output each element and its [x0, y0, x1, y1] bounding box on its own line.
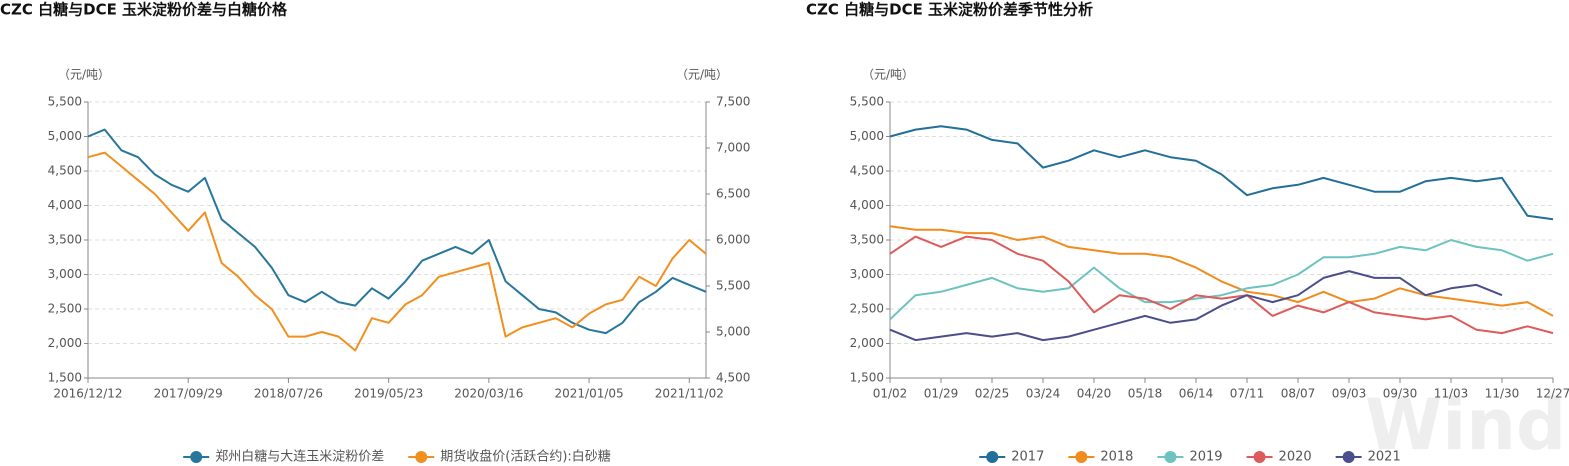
y-tick-label: 5,000 [48, 129, 82, 143]
legend-label: 郑州白糖与大连玉米淀粉价差 [215, 449, 384, 465]
legend-marker [190, 451, 203, 463]
series-line [889, 239, 1554, 321]
legend-marker [1342, 451, 1355, 463]
x-tick-label: 09/30 [1383, 387, 1418, 401]
x-tick-label: 01/29 [924, 387, 959, 401]
y-tick-label: 3,500 [48, 233, 82, 247]
y2-tick-label: 6,500 [716, 187, 750, 201]
x-tick-label: 2021/11/02 [655, 387, 724, 401]
series-line [889, 125, 1554, 221]
x-tick-label: 12/27 [1536, 387, 1569, 401]
x-tick-label: 04/20 [1077, 387, 1112, 401]
x-tick-label: 2021/01/05 [554, 387, 623, 401]
y2-tick-label: 6,000 [716, 233, 750, 247]
y-tick-label: 2,500 [48, 302, 82, 316]
y2-tick-label: 4,500 [716, 371, 750, 385]
legend-label: 2020 [1279, 450, 1312, 465]
y-tick-label: 4,000 [48, 198, 82, 212]
y-tick-label: 2,000 [48, 336, 82, 350]
x-tick-label: 2018/07/26 [254, 387, 323, 401]
x-tick-label: 2019/05/23 [354, 387, 423, 401]
y-tick-label: 1,500 [850, 371, 884, 385]
x-tick-label: 2016/12/12 [53, 387, 122, 401]
y-tick-label: 2,500 [850, 302, 884, 316]
x-tick-label: 02/25 [975, 387, 1010, 401]
legend-marker [986, 451, 999, 463]
y-tick-label: 3,000 [48, 267, 82, 281]
legend-label: 期货收盘价(活跃合约):白砂糖 [440, 449, 611, 465]
y2-tick-label: 5,500 [716, 279, 750, 293]
legend-marker [1075, 451, 1088, 463]
series-line [87, 128, 707, 335]
legend-marker [1253, 451, 1266, 463]
chart-title: CZC 白糖与DCE 玉米淀粉价差季节性分析 [806, 1, 1093, 19]
legend-label: 2021 [1368, 450, 1401, 465]
x-tick-label: 05/18 [1128, 387, 1163, 401]
series-line [889, 270, 1503, 342]
y-tick-label: 5,500 [850, 95, 884, 109]
x-tick-label: 11/30 [1485, 387, 1520, 401]
y2-tick-label: 7,500 [716, 95, 750, 109]
y-tick-label: 4,000 [850, 198, 884, 212]
x-tick-label: 11/03 [1434, 387, 1469, 401]
y-axis-unit: （元/吨） [58, 68, 110, 82]
x-tick-label: 03/24 [1026, 387, 1061, 401]
series-line [889, 225, 1554, 317]
watermark: Wind [1365, 384, 1566, 466]
legend-label: 2019 [1189, 450, 1222, 465]
y-tick-label: 4,500 [850, 164, 884, 178]
legend-label: 2017 [1011, 450, 1044, 465]
legend: 郑州白糖与大连玉米淀粉价差 期货收盘价(活跃合约):白砂糖 [183, 449, 611, 465]
y-tick-label: 1,500 [48, 371, 82, 385]
chart-title: CZC 白糖与DCE 玉米淀粉价差与白糖价格 [0, 1, 288, 19]
x-tick-label: 01/02 [873, 387, 908, 401]
legend-marker [415, 451, 428, 463]
legend-label: 2018 [1100, 450, 1133, 465]
x-tick-label: 09/03 [1332, 387, 1367, 401]
x-tick-label: 07/11 [1230, 387, 1265, 401]
series-line [87, 151, 707, 352]
y2-axis-unit: （元/吨） [676, 68, 728, 82]
y-tick-label: 3,000 [850, 267, 884, 281]
legend-marker [1164, 451, 1177, 463]
x-tick-label: 2017/09/29 [154, 387, 223, 401]
x-tick-label: 2020/03/16 [454, 387, 523, 401]
y2-tick-label: 7,000 [716, 141, 750, 155]
x-tick-label: 06/14 [1179, 387, 1214, 401]
y-tick-label: 4,500 [48, 164, 82, 178]
series-line [889, 235, 1554, 335]
y-tick-label: 5,500 [48, 95, 82, 109]
y-tick-label: 5,000 [850, 129, 884, 143]
y-tick-label: 2,000 [850, 336, 884, 350]
y2-tick-label: 5,000 [716, 325, 750, 339]
x-tick-label: 08/07 [1281, 387, 1316, 401]
legend: 2017 2018 2019 2020 2021 [979, 450, 1401, 465]
y-tick-label: 3,500 [850, 233, 884, 247]
y-axis-unit: （元/吨） [862, 68, 914, 82]
